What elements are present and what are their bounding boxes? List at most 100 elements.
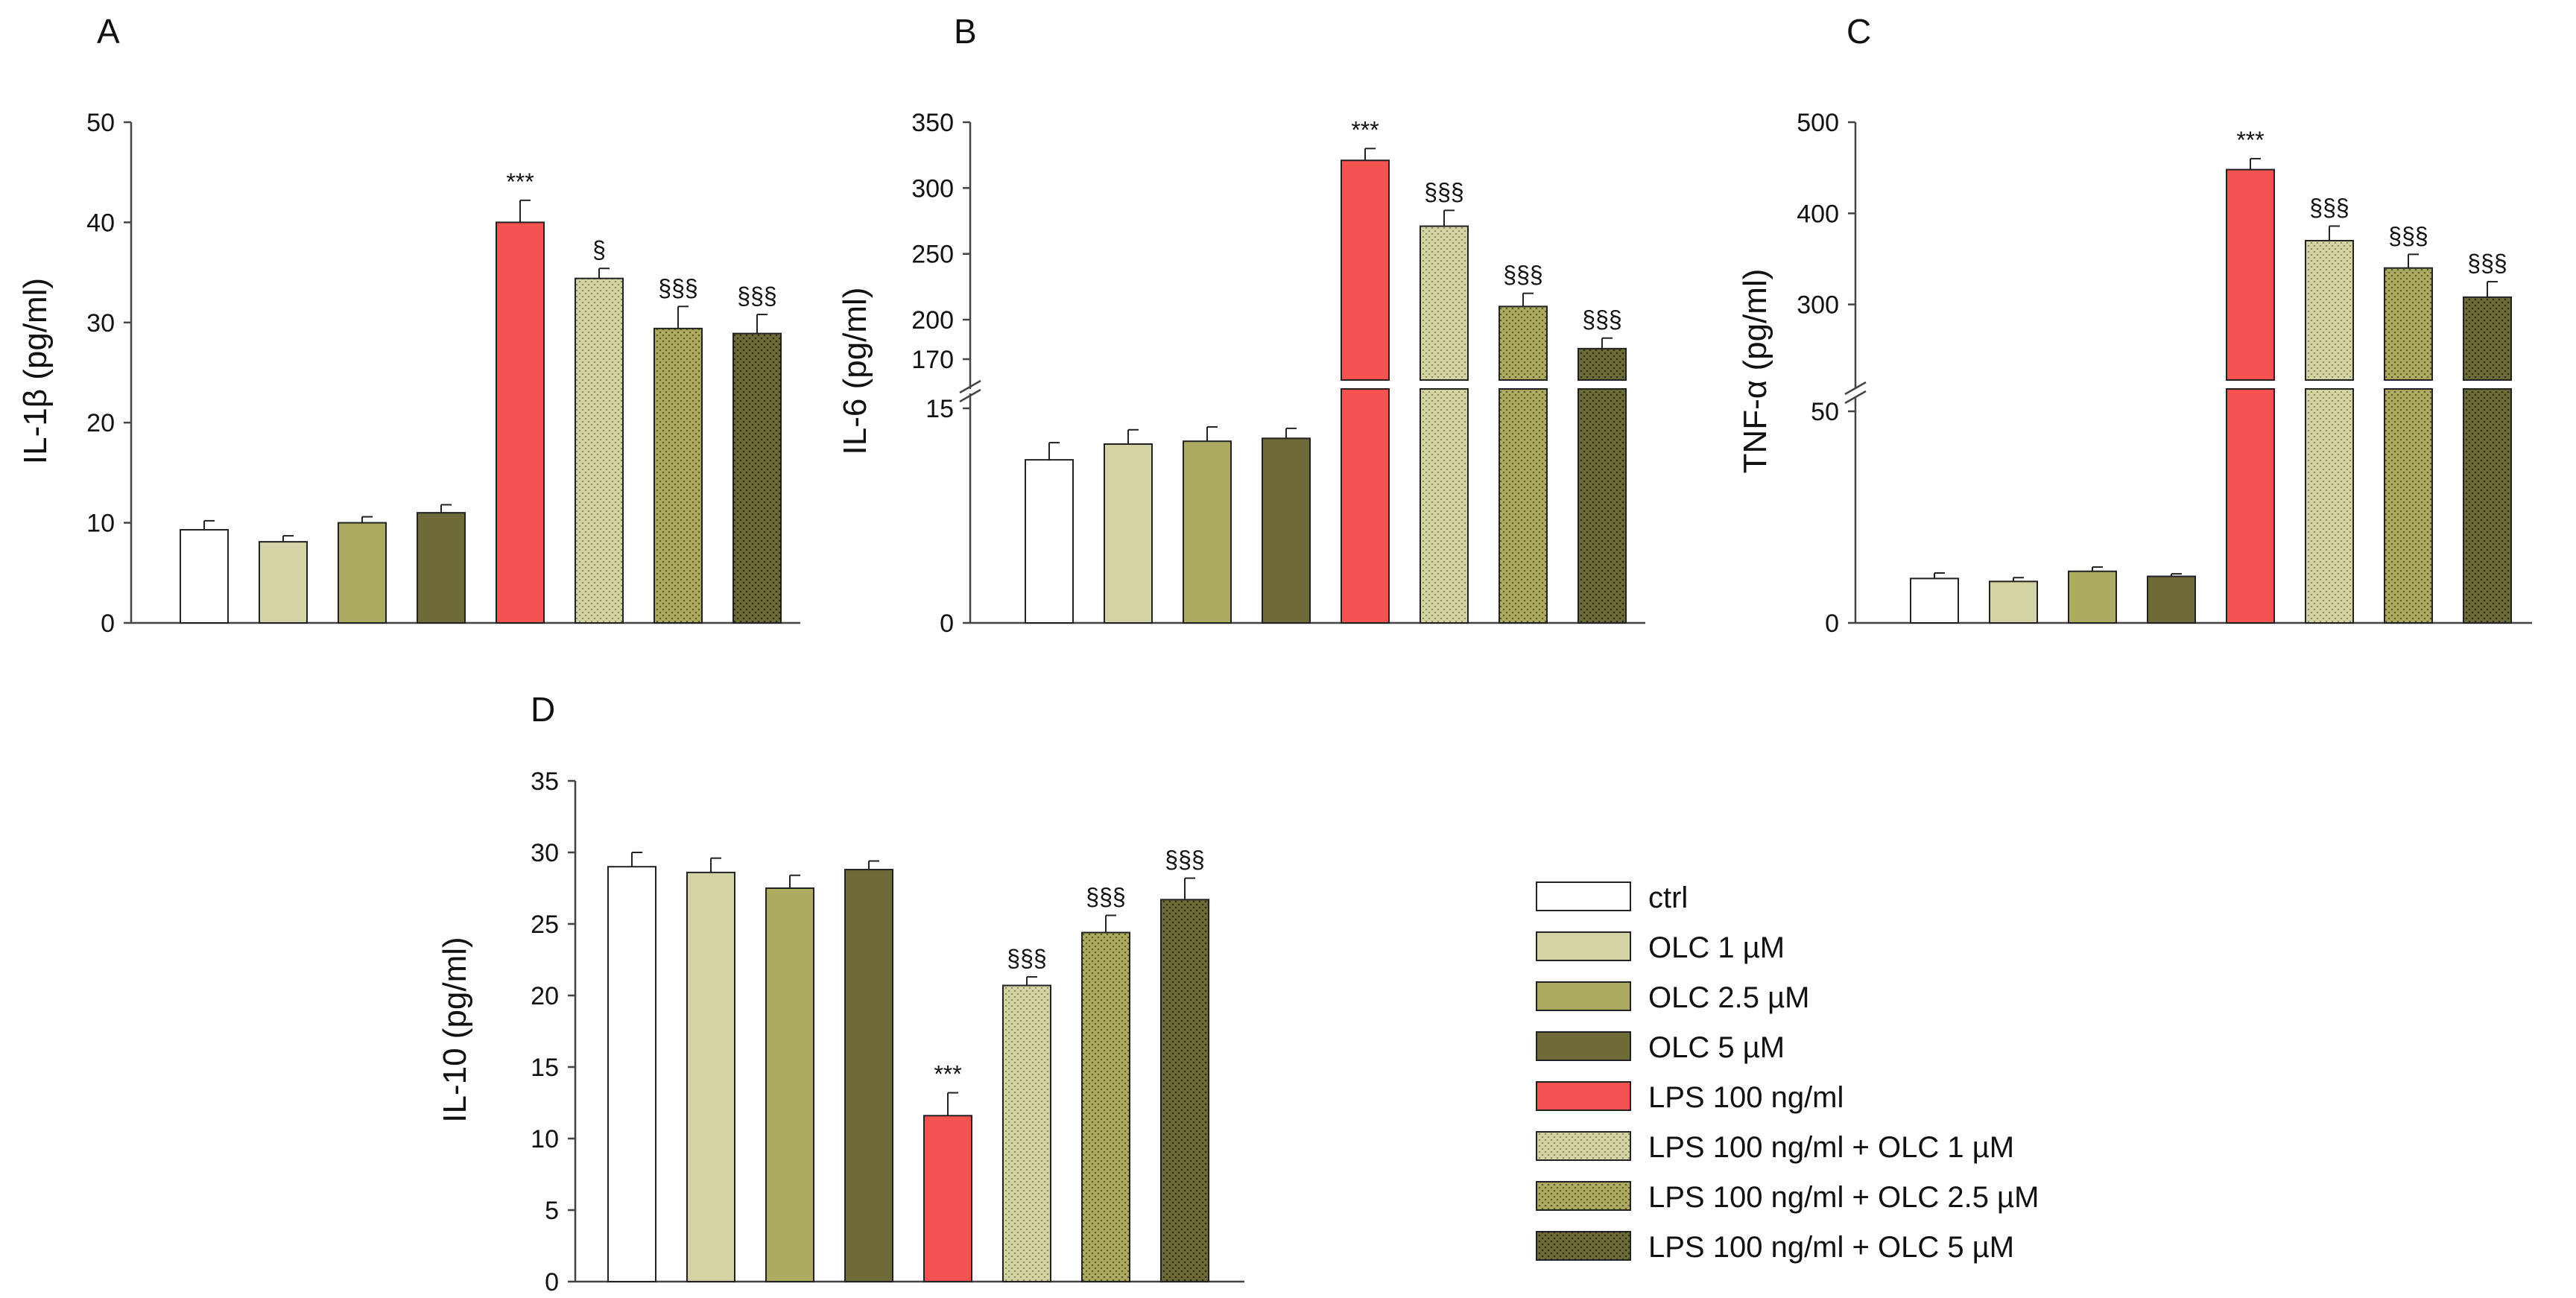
legend-swatch-lps-olc-1 [1536,1131,1631,1161]
panel-c: 300 400 500 0 50 *** §§§ §§§ §§§ [1797,109,2532,638]
bar-lps-olc-1-c [2305,240,2354,381]
significance-label-c: §§§ [2388,222,2428,249]
bar-olc-5-d [844,869,893,1283]
bar-lps-c-lower-segment [2226,388,2275,624]
bar-lps-b-lower-segment [1341,388,1390,624]
axis-break-mark-c [1844,381,1867,396]
panel-letter-c: C [1846,12,1871,51]
y-tick-label-a: 50 [86,109,115,137]
y-tick-label-d: 20 [531,982,559,1010]
legend-label-lps-olc-2-5: LPS 100 ng/ml + OLC 2.5 µM [1648,1181,2039,1214]
significance-label-b: *** [1351,116,1379,143]
significance-label-a: §§§ [658,274,697,301]
panel-letter-d: D [531,690,555,729]
significance-label-b: §§§ [1424,178,1463,205]
panel-letter-a: A [97,12,120,51]
bar-olc-2-5-b [1183,440,1232,624]
y-tick-label-a: 40 [86,209,115,237]
bar-lps-c [2226,168,2275,381]
bar-lps-olc-5-b-lower-segment [1577,388,1627,624]
bar-lps-a [496,221,545,624]
y-tick-label-b: 170 [911,346,954,374]
legend-swatch-olc-1 [1536,931,1631,961]
panel-d: 0 5 10 15 20 25 30 35 *** §§§ §§§ §§§ [531,767,1244,1297]
bar-olc-2-5-d [765,887,814,1282]
y-tick-label-a: 20 [86,409,115,437]
bar-lps-olc-5-c [2463,296,2512,382]
bar-lps-olc-1-a [575,277,624,624]
bar-ctrl-b [1025,459,1074,624]
significance-label-c: §§§ [2309,194,2349,221]
y-tick-label-a: 10 [86,510,115,538]
y-tick-label-d: 35 [531,767,559,796]
y-axis-title-a: IL-1β (pg/ml) [17,278,54,464]
significance-label-d: §§§ [1086,883,1125,910]
legend-label-lps-olc-5: LPS 100 ng/ml + OLC 5 µM [1648,1231,2014,1264]
y-tick-label-d: 0 [545,1268,559,1297]
bar-lps-olc-5-c-lower-segment [2463,388,2512,624]
legend: ctrl OLC 1 µM OLC 2.5 µM OLC 5 µM LPS 10… [1536,881,2039,1264]
legend-swatch-lps-olc-5 [1536,1231,1631,1261]
y-tick-label-d: 10 [531,1125,559,1153]
bar-lps-olc-2-5-a [654,327,703,624]
bar-ctrl-d [607,866,656,1282]
significance-label-d: §§§ [1165,846,1204,873]
significance-label-a: *** [506,168,534,195]
y-tick-label-d: 25 [531,911,559,939]
y-tick-label-b: 0 [940,610,954,638]
legend-label-olc-5: OLC 5 µM [1648,1031,1785,1064]
y-tick-label-a: 30 [86,309,115,338]
bar-olc-1-b [1104,443,1153,624]
legend-label-olc-1: OLC 1 µM [1648,931,1785,964]
legend-swatch-olc-2-5 [1536,981,1631,1011]
y-tick-label-a: 0 [101,610,115,638]
y-tick-label-b: 350 [911,109,954,137]
y-tick-label-c: 300 [1797,291,1839,320]
bar-olc-5-a [417,512,466,624]
legend-label-ctrl: ctrl [1648,881,1688,914]
panel-b: 170 200 250 300 350 0 15 *** §§§ §§§ §§§ [911,109,1645,638]
legend-swatch-lps [1536,1081,1631,1111]
bar-lps-olc-2-5-b [1499,305,1548,382]
bar-olc-1-c [1989,580,2038,624]
bar-lps-olc-2-5-d [1081,931,1130,1283]
bar-lps-olc-5-b [1577,347,1627,382]
y-tick-label-b: 300 [911,174,954,203]
significance-label-c: *** [2236,127,2264,153]
significance-label-b: §§§ [1582,306,1621,333]
bar-lps-olc-5-d [1160,899,1209,1282]
legend-swatch-lps-olc-2-5 [1536,1181,1631,1211]
bar-lps-olc-2-5-c [2384,267,2433,382]
y-tick-label-c: 500 [1797,109,1839,137]
significance-label-a: § [592,236,606,263]
bar-olc-2-5-a [338,522,387,624]
bar-olc-5-b [1262,437,1311,624]
y-tick-label-b: 15 [925,395,954,423]
significance-label-d: §§§ [1007,945,1046,972]
bar-lps-b [1341,159,1390,381]
bar-lps-d [923,1115,972,1283]
y-tick-label-b: 200 [911,306,954,335]
bar-lps-olc-2-5-c-lower-segment [2384,388,2433,624]
y-axis-title-b: IL-6 (pg/ml) [837,288,873,455]
y-tick-label-d: 30 [531,839,559,867]
y-tick-label-c: 400 [1797,200,1839,228]
bar-olc-1-a [259,541,308,624]
bar-lps-olc-2-5-b-lower-segment [1499,388,1548,624]
bar-ctrl-c [1910,577,1959,624]
bar-olc-2-5-c [2068,570,2117,624]
y-axis-title-c: TNF-α (pg/ml) [1737,269,1773,474]
bar-lps-olc-1-c-lower-segment [2305,388,2354,624]
significance-label-c: §§§ [2467,250,2507,276]
legend-label-olc-2-5: OLC 2.5 µM [1648,981,1809,1014]
panel-letter-b: B [954,12,977,51]
bar-lps-olc-1-b-lower-segment [1420,388,1469,624]
legend-swatch-ctrl [1536,881,1631,911]
axis-break-mark-b [959,379,981,394]
axis-break-mark-c [1844,390,1867,405]
y-tick-label-c: 50 [1811,398,1839,426]
bar-ctrl-a [180,529,229,624]
legend-label-lps-olc-1: LPS 100 ng/ml + OLC 1 µM [1648,1131,2014,1164]
